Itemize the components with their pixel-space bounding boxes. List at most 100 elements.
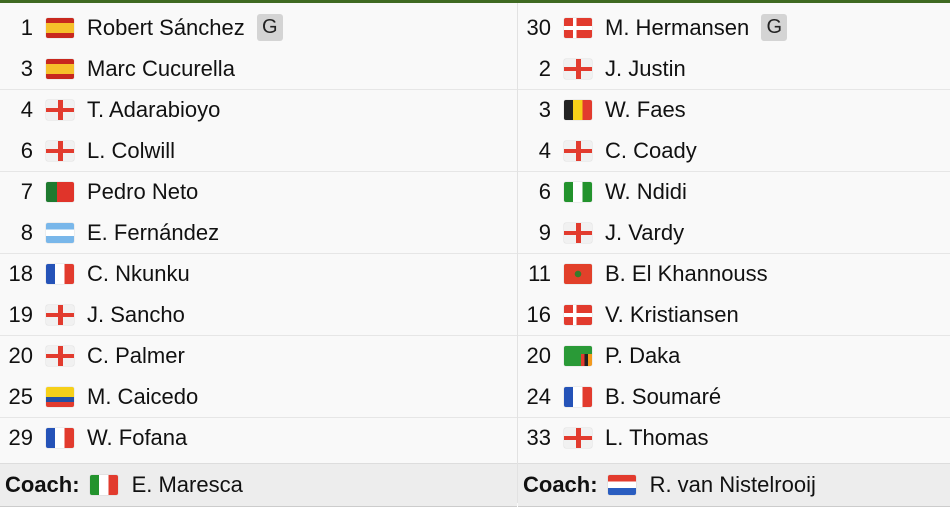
player-row: 4 C. Coady: [518, 130, 950, 171]
player-row: 8 E. Fernández: [0, 212, 517, 253]
belgium-flag-icon: [564, 100, 592, 120]
player-name[interactable]: M. Caicedo: [87, 383, 199, 409]
player-number: 8: [20, 219, 33, 245]
player-name[interactable]: Pedro Neto: [87, 179, 199, 204]
player-name[interactable]: P. Daka: [605, 343, 681, 368]
player-row: 1 Robert Sánchez G: [0, 7, 517, 48]
player-name[interactable]: E. Fernández: [87, 219, 220, 245]
italy-flag-icon: [89, 475, 118, 495]
netherlands-flag-icon: [607, 475, 636, 495]
morocco-flag-icon: [564, 264, 592, 284]
player-row: 30 M. Hermansen G: [518, 7, 950, 48]
england-flag-icon: [564, 140, 592, 161]
spain-flag-icon: [46, 17, 74, 38]
argentina-flag-icon: [46, 222, 74, 243]
player-name[interactable]: W. Fofana: [87, 425, 188, 450]
player-name[interactable]: Robert Sánchez: [87, 14, 245, 40]
france-flag-icon: [46, 428, 74, 448]
france-flag-icon: [46, 264, 74, 284]
player-row: 20 C. Palmer: [0, 335, 517, 376]
top-border: [0, 0, 950, 3]
player-row: 18 C. Nkunku: [0, 253, 517, 294]
away-coach-row: Coach: R. van Nistelrooij: [518, 463, 950, 507]
player-row: 3 Marc Cucurella: [0, 48, 517, 89]
player-number: 18: [8, 261, 33, 286]
player-number: 24: [526, 383, 551, 409]
denmark-flag-icon: [564, 304, 592, 325]
player-row: 4 T. Adarabioyo: [0, 89, 517, 130]
coach-label: Coach:: [523, 472, 598, 497]
player-name[interactable]: M. Hermansen: [605, 14, 750, 40]
player-number: 33: [526, 425, 551, 450]
england-flag-icon: [46, 100, 74, 120]
player-row: 7 Pedro Neto: [0, 171, 517, 212]
player-name[interactable]: C. Palmer: [87, 343, 185, 368]
player-number: 11: [528, 261, 551, 286]
player-number: 25: [8, 383, 33, 409]
player-number: 4: [20, 97, 33, 122]
coach-label: Coach:: [5, 472, 80, 497]
player-row: 9 J. Vardy: [518, 212, 950, 253]
player-number: 3: [538, 97, 551, 122]
spain-flag-icon: [46, 58, 74, 79]
away-coach-name[interactable]: R. van Nistelrooij: [649, 472, 816, 497]
home-coach-row: Coach: E. Maresca: [0, 463, 517, 507]
player-name[interactable]: T. Adarabioyo: [87, 97, 221, 122]
player-name[interactable]: Marc Cucurella: [87, 55, 235, 81]
player-name[interactable]: J. Justin: [605, 55, 686, 81]
player-number: 6: [20, 137, 33, 163]
player-name[interactable]: C. Nkunku: [87, 261, 190, 286]
player-name[interactable]: J. Vardy: [605, 219, 685, 245]
home-coach-name[interactable]: E. Maresca: [131, 472, 243, 497]
player-number: 9: [538, 219, 551, 245]
player-name[interactable]: B. El Khannouss: [605, 261, 768, 286]
player-name[interactable]: C. Coady: [605, 137, 697, 163]
player-row: 16 V. Kristiansen: [518, 294, 950, 335]
player-number: 6: [538, 179, 551, 204]
player-row: 6 L. Colwill: [0, 130, 517, 171]
lineups-table: [0, 3, 950, 506]
player-number: 2: [538, 55, 551, 81]
player-name[interactable]: W. Faes: [605, 97, 686, 122]
player-number: 20: [8, 343, 33, 368]
player-number: 7: [20, 179, 33, 204]
england-flag-icon: [46, 346, 74, 366]
player-name[interactable]: L. Thomas: [605, 425, 709, 450]
goalkeeper-badge: G: [761, 14, 788, 41]
player-number: 29: [8, 425, 33, 450]
away-lineup: 30 M. Hermansen G 2 J. Justin 3 W. Faes 4 C. Coa…: [518, 7, 950, 460]
england-flag-icon: [564, 58, 592, 79]
player-number: 4: [538, 137, 551, 163]
player-number: 16: [526, 301, 551, 327]
player-name[interactable]: B. Soumaré: [605, 383, 722, 409]
home-lineup: 1 Robert Sánchez G 3 Marc Cucurella 4 T. Adara…: [0, 7, 517, 460]
player-number: 1: [20, 14, 33, 40]
column-divider: [517, 3, 518, 503]
player-name[interactable]: W. Ndidi: [605, 179, 687, 204]
england-flag-icon: [564, 222, 592, 243]
portugal-flag-icon: [46, 182, 74, 202]
player-number: 3: [20, 55, 33, 81]
player-row: 24 B. Soumaré: [518, 376, 950, 417]
player-number: 19: [8, 301, 33, 327]
england-flag-icon: [564, 428, 592, 448]
zambia-flag-icon: [564, 346, 592, 366]
england-flag-icon: [46, 304, 74, 325]
player-number: 30: [526, 14, 551, 40]
player-row: 29 W. Fofana: [0, 417, 517, 458]
player-number: 20: [526, 343, 551, 368]
player-row: 25 M. Caicedo: [0, 376, 517, 417]
player-name[interactable]: V. Kristiansen: [605, 301, 739, 327]
player-name[interactable]: L. Colwill: [87, 137, 176, 163]
player-row: 20 P. Daka: [518, 335, 950, 376]
player-row: 33 L. Thomas: [518, 417, 950, 458]
denmark-flag-icon: [564, 17, 592, 38]
england-flag-icon: [46, 140, 74, 161]
ecuador-flag-icon: [46, 386, 74, 407]
france-flag-icon: [564, 386, 592, 407]
player-row: 3 W. Faes: [518, 89, 950, 130]
player-row: 6 W. Ndidi: [518, 171, 950, 212]
player-row: 2 J. Justin: [518, 48, 950, 89]
player-name[interactable]: J. Sancho: [87, 301, 185, 327]
nigeria-flag-icon: [564, 182, 592, 202]
